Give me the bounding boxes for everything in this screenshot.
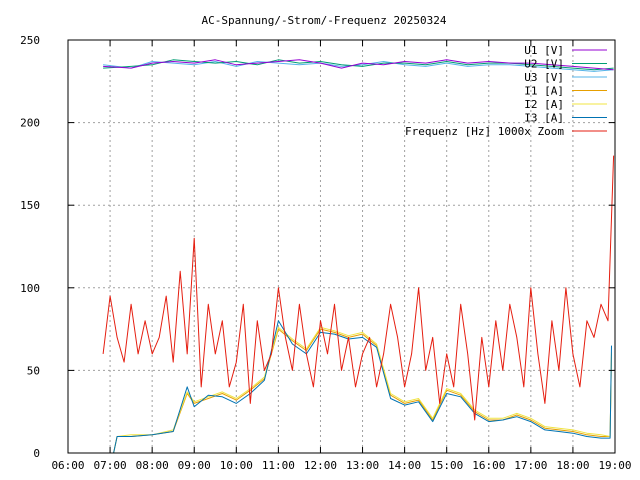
- y-tick-label: 50: [27, 364, 40, 377]
- series-line-f: [102, 155, 615, 421]
- x-tick-label: 17:00: [514, 459, 547, 472]
- legend-label: Frequenz [Hz] 1000x Zoom: [405, 125, 564, 138]
- chart-title: AC-Spannung/-Strom/-Frequenz 20250324: [201, 14, 446, 27]
- x-tick-label: 09:00: [178, 459, 211, 472]
- x-tick-label: 07:00: [94, 459, 127, 472]
- legend-label: I3 [A]: [524, 112, 564, 125]
- x-tick-label: 13:00: [346, 459, 379, 472]
- x-tick-label: 08:00: [136, 459, 169, 472]
- y-tick-label: 200: [20, 117, 40, 130]
- y-tick-label: 150: [20, 199, 40, 212]
- legend-label: I1 [A]: [524, 85, 564, 98]
- x-tick-label: 15:00: [430, 459, 463, 472]
- y-tick-label: 0: [33, 447, 40, 460]
- legend-label: U1 [V]: [524, 44, 564, 57]
- legend-label: I2 [A]: [524, 98, 564, 111]
- x-tick-label: 16:00: [472, 459, 505, 472]
- series-line-u2: [103, 59, 614, 71]
- x-tick-label: 12:00: [304, 459, 337, 472]
- plot-frame: [67, 39, 616, 454]
- x-tick-label: 19:00: [598, 459, 631, 472]
- y-tick-label: 250: [20, 34, 40, 47]
- legend-label: U2 [V]: [524, 58, 564, 71]
- legend: U1 [V]U2 [V]U3 [V]I1 [A]I2 [A]I3 [A]Freq…: [405, 44, 607, 138]
- x-tick-label: 11:00: [262, 459, 295, 472]
- x-tick-label: 14:00: [388, 459, 421, 472]
- x-tick-label: 06:00: [51, 459, 84, 472]
- legend-label: U3 [V]: [524, 71, 564, 84]
- x-tick-label: 10:00: [220, 459, 253, 472]
- series-line-u1: [103, 59, 614, 71]
- series-line-i3: [113, 320, 612, 454]
- series-line-u3: [103, 61, 614, 72]
- x-tick-label: 18:00: [556, 459, 589, 472]
- series-layer: [102, 59, 615, 454]
- y-tick-label: 100: [20, 282, 40, 295]
- axis-layer: 0 50 100 150 200 250 06:00 07:00 08:00 09:00 10:00…: [20, 34, 631, 472]
- grid-layer: [68, 40, 615, 453]
